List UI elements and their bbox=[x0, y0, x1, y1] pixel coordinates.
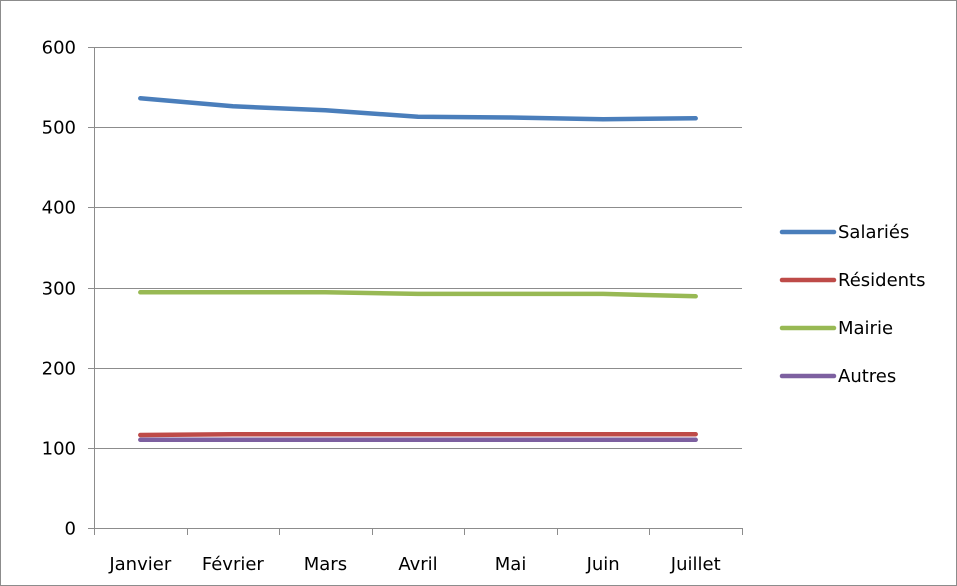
y-tick-label: 500 bbox=[42, 118, 76, 139]
legend-label: Autres bbox=[838, 366, 896, 387]
legend-label: Résidents bbox=[838, 270, 926, 291]
y-tick-label: 200 bbox=[42, 359, 76, 380]
y-tick-label: 600 bbox=[42, 38, 76, 59]
x-tick-label: Juillet bbox=[670, 554, 721, 575]
legend-label: Salariés bbox=[838, 222, 909, 243]
x-tick-label: Juin bbox=[586, 554, 620, 575]
gridlines bbox=[94, 47, 742, 449]
series-lines bbox=[138, 96, 698, 443]
x-tick-label: Février bbox=[202, 554, 265, 575]
y-tick-label: 100 bbox=[42, 439, 76, 460]
series-line-résidents bbox=[138, 431, 698, 438]
y-tick-label: 400 bbox=[42, 198, 76, 219]
series-line-mairie bbox=[138, 290, 698, 299]
y-tick-label: 300 bbox=[42, 279, 76, 300]
x-tick-label: Mai bbox=[495, 554, 527, 575]
legend: Salariés Résidents Mairie Autres bbox=[779, 222, 926, 387]
y-tick-label: 0 bbox=[65, 519, 76, 540]
x-tick-label: Mars bbox=[304, 554, 347, 575]
x-tick-labels: Janvier Février Mars Avril Mai Juin Juillet bbox=[108, 554, 720, 575]
x-tick-label: Janvier bbox=[108, 554, 171, 575]
axes bbox=[88, 47, 743, 535]
x-tick-label: Avril bbox=[398, 554, 437, 575]
series-line-salariés bbox=[138, 96, 698, 122]
legend-label: Mairie bbox=[838, 318, 893, 339]
y-tick-labels: 0 100 200 300 400 500 600 bbox=[42, 38, 76, 540]
